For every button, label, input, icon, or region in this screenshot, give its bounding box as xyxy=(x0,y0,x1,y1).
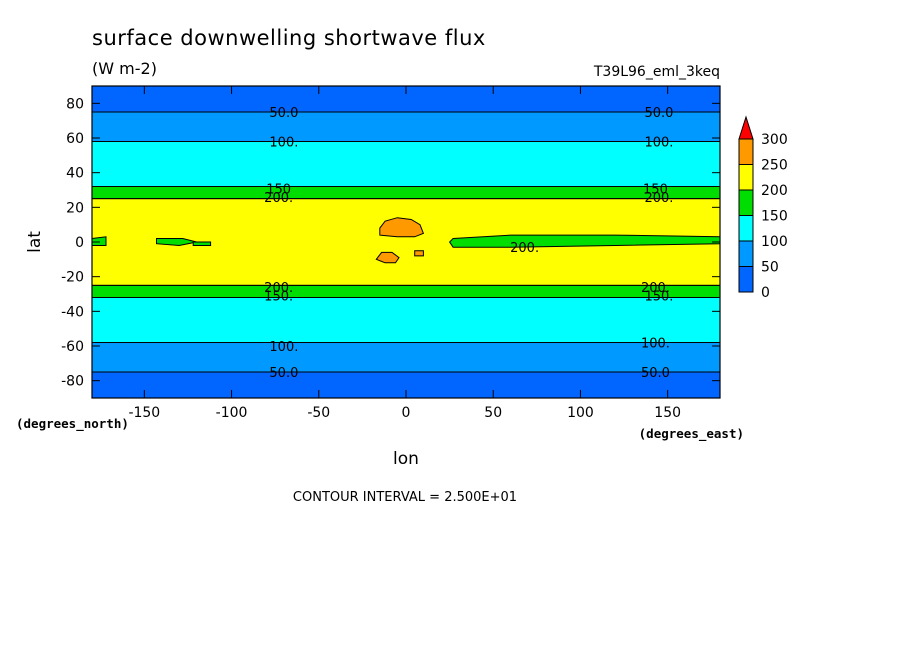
plot-area xyxy=(91,86,721,398)
x-axis-units: (degrees_east) xyxy=(639,426,744,442)
contour-band xyxy=(92,285,720,298)
y-tick-label: -20 xyxy=(61,270,84,286)
x-tick-label: 50 xyxy=(484,405,502,421)
contour-patch xyxy=(375,251,400,264)
contour-patch xyxy=(448,234,721,248)
contour-band xyxy=(92,112,720,142)
contour-label: 100. xyxy=(641,337,670,352)
contour-band xyxy=(92,186,720,199)
y-tick-label: 0 xyxy=(75,235,84,251)
y-tick-label: 80 xyxy=(66,96,84,112)
contour-band xyxy=(92,297,720,343)
contour-label: 150. xyxy=(644,290,673,305)
y-tick-label: -80 xyxy=(61,374,84,390)
y-tick-label: 40 xyxy=(66,166,84,182)
x-tick-label: 0 xyxy=(402,405,411,421)
x-tick-label: -150 xyxy=(128,405,160,421)
contour-label: 200. xyxy=(510,241,539,256)
colorbar: 0 50 100 150 200 250 300 xyxy=(738,115,788,301)
contour-label: 200. xyxy=(644,191,673,206)
colorbar-tick-label: 0 xyxy=(761,285,770,301)
contour-label: 100. xyxy=(644,135,673,150)
y-axis-units: (degrees_north) xyxy=(16,416,129,432)
colorbar-arrow xyxy=(738,115,754,140)
axes: -150 -100 -50 0 50 100 150 80 60 40 20 0 -20 -40 -60 -8… xyxy=(61,85,721,421)
contour-label: 150 xyxy=(643,182,668,197)
colorbar-segment xyxy=(738,189,754,216)
chart-title: surface downwelling shortwave flux xyxy=(92,26,486,50)
chart-units: (W m-2) xyxy=(92,59,157,78)
y-tick-label: 60 xyxy=(66,131,84,147)
colorbar-segment xyxy=(738,266,754,293)
contour-label: 100. xyxy=(269,135,298,150)
colorbar-segment xyxy=(738,240,754,267)
contour-label: 50.0 xyxy=(269,106,298,121)
y-tick-label: -60 xyxy=(61,339,84,355)
contour-label: 200. xyxy=(641,281,670,296)
colorbar-tick-label: 100 xyxy=(761,234,788,250)
colorbar-segment xyxy=(738,215,754,242)
colorbar-segment xyxy=(738,138,754,165)
colorbar-tick-label: 50 xyxy=(761,260,779,276)
colorbar-tick-label: 300 xyxy=(761,132,788,148)
contour-label: 50.0 xyxy=(269,366,298,381)
contour-label: 150. xyxy=(264,290,293,305)
dataset-label: T39L96_eml_3keq xyxy=(593,64,720,80)
contour-label: 200. xyxy=(264,191,293,206)
x-tick-label: -100 xyxy=(216,405,248,421)
y-axis-label: lat xyxy=(25,231,45,253)
contour-band xyxy=(92,342,720,372)
colorbar-tick-label: 150 xyxy=(761,209,788,225)
contour-patch xyxy=(192,241,212,246)
contour-patch xyxy=(414,250,424,257)
x-axis-label: lon xyxy=(393,449,419,469)
contour-interval: CONTOUR INTERVAL = 2.500E+01 xyxy=(293,490,517,505)
y-tick-label: 20 xyxy=(66,200,84,216)
contour-patch xyxy=(156,238,197,247)
contour-label: 50.0 xyxy=(644,106,673,121)
contour-label: 200. xyxy=(264,281,293,296)
x-tick-label: 100 xyxy=(567,405,594,421)
contour-label: 50.0 xyxy=(641,366,670,381)
contour-label: 100. xyxy=(269,340,298,355)
x-tick-label: -50 xyxy=(307,405,330,421)
x-tick-label: 150 xyxy=(654,405,681,421)
colorbar-segment xyxy=(738,164,754,191)
contour-patch xyxy=(91,236,107,246)
y-tick-label: -40 xyxy=(61,304,84,320)
contour-patch xyxy=(379,217,425,238)
colorbar-tick-label: 200 xyxy=(761,183,788,199)
colorbar-tick-label: 250 xyxy=(761,158,788,174)
contour-band xyxy=(92,141,720,187)
contour-label: 150 xyxy=(266,182,291,197)
